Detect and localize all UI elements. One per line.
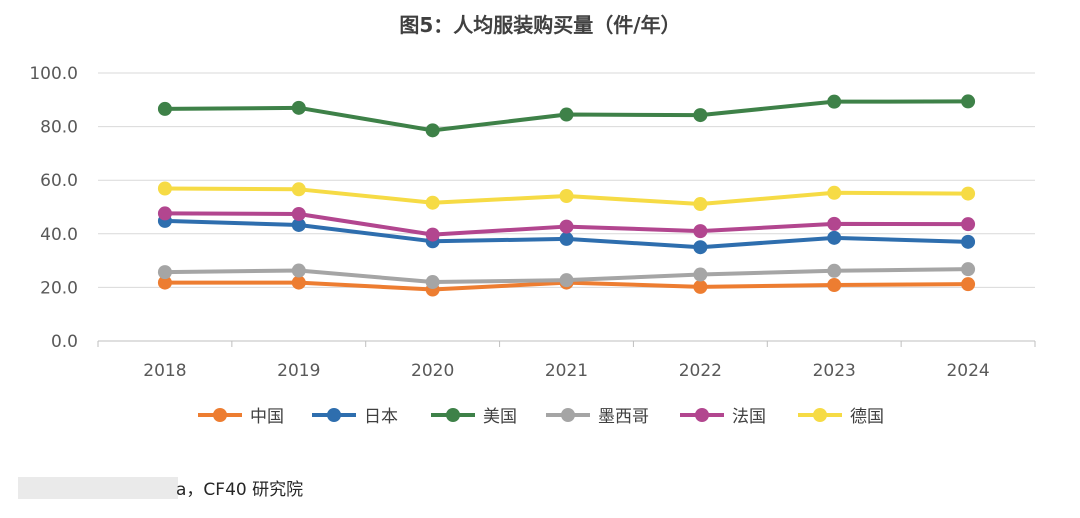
legend-item: 美国 [431,407,517,427]
data-point [559,189,574,204]
data-point [693,108,708,123]
x-tick-label: 2024 [946,361,989,381]
x-tick-label: 2020 [411,361,454,381]
data-point [827,277,842,292]
legend-label: 德国 [850,407,884,427]
data-point [559,273,574,288]
data-point [291,206,306,221]
data-point [157,101,172,116]
legend-marker [446,408,460,422]
data-point [827,263,842,278]
legend-item: 日本 [312,407,398,427]
data-point [693,224,708,239]
legend-label: 墨西哥 [598,407,649,427]
data-point [693,279,708,294]
data-point [425,195,440,210]
data-point [827,230,842,245]
x-axis: 2018 2019 2020 2021 2022 2023 2024 [97,340,1036,381]
chart-title: 图5：人均服装购买量（件/年） [399,13,680,37]
data-point [961,277,976,292]
redacted-source-block [18,477,178,499]
source-note: a，CF40 研究院 [18,477,303,500]
series-1 [157,213,976,255]
data-point [961,234,976,249]
legend-item: 法国 [680,407,766,427]
data-point [157,265,172,280]
data-point [827,94,842,109]
data-point [291,182,306,197]
data-point [827,185,842,200]
legend-marker [213,408,227,422]
data-point [559,231,574,246]
data-point [961,262,976,277]
legend-marker [561,408,575,422]
series-4 [157,206,976,242]
data-point [157,206,172,221]
legend-label: 美国 [483,407,517,427]
series-lines [157,94,976,297]
series-5 [157,181,976,212]
x-tick-label: 2019 [277,361,320,381]
y-axis: 0.0 20.0 40.0 60.0 80.0 100.0 [29,64,78,352]
y-tick-label: 40.0 [40,225,78,245]
data-point [425,275,440,290]
data-point [693,197,708,212]
legend-item: 墨西哥 [546,407,649,427]
data-point [961,217,976,232]
legend-marker [695,408,709,422]
x-tick-label: 2021 [545,361,588,381]
data-point [291,217,306,232]
legend-item: 中国 [198,407,284,427]
y-tick-label: 100.0 [29,64,78,84]
x-tick-label: 2023 [813,361,856,381]
legend-label: 中国 [250,407,284,427]
data-point [425,227,440,242]
data-point [291,275,306,290]
series-3 [157,262,976,290]
y-tick-label: 80.0 [40,118,78,138]
legend-label: 日本 [364,407,398,427]
data-point [559,219,574,234]
legend: 中国 日本 美国 墨西哥 法国 德国 [198,407,884,427]
data-point [559,107,574,122]
legend-marker [813,408,827,422]
data-point [961,186,976,201]
y-tick-label: 60.0 [40,171,78,191]
data-point [157,181,172,196]
data-point [291,263,306,278]
gridlines [98,72,1035,288]
y-tick-label: 20.0 [40,278,78,298]
data-point [961,94,976,109]
data-point [157,275,172,290]
data-point [693,240,708,255]
legend-marker [327,408,341,422]
series-2 [157,94,976,138]
legend-item: 德国 [798,407,884,427]
legend-label: 法国 [732,407,766,427]
y-tick-label: 0.0 [51,332,78,352]
x-tick-label: 2022 [679,361,722,381]
x-tick-label: 2018 [143,361,186,381]
data-point [425,123,440,138]
data-point [827,216,842,231]
data-point [291,100,306,115]
source-text: a，CF40 研究院 [176,480,303,500]
data-point [693,267,708,282]
